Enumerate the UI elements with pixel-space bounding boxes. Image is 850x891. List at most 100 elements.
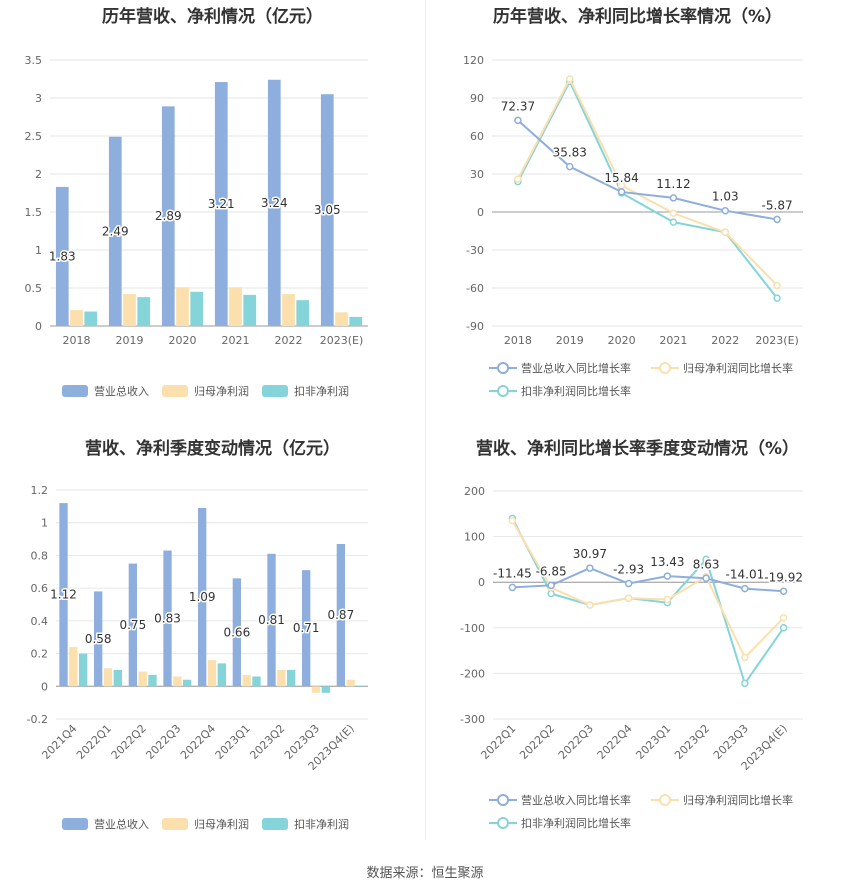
data-label: 2.49 (102, 224, 129, 238)
annual-revenue-profit-panel: 历年营收、净利情况（亿元） 0 0.5 1 1.5 2 2.5 3 3.5 2018 2019 20… (0, 0, 425, 420)
data-label: 13.43 (650, 555, 684, 569)
legend-item-deducted-profit[interactable]: 扣非净利润 (262, 383, 349, 399)
x-tick-label: 2022 (711, 334, 739, 347)
legend-swatch (489, 794, 517, 806)
x-tick-label: 2023Q2 (672, 722, 712, 762)
x-tick-label: 2022Q2 (517, 722, 557, 762)
data-point (514, 175, 522, 183)
x-tick-label: 2022Q3 (556, 722, 596, 762)
data-point (617, 188, 626, 196)
legend-label: 营业总收入 (94, 818, 149, 831)
legend-item-net-growth[interactable]: 归母净利润同比增长率 (651, 360, 793, 376)
data-label: 35.83 (553, 146, 587, 160)
legend-item-revenue-growth[interactable]: 营业总收入同比增长率 (489, 792, 631, 808)
legend-swatch (162, 385, 188, 397)
bar (176, 287, 189, 326)
y-tick-label: -300 (460, 713, 485, 726)
legend-label: 营业总收入 (94, 385, 149, 398)
legend-swatch (162, 818, 188, 830)
y-tick-label: 60 (470, 130, 484, 143)
y-tick-label: 30 (470, 168, 484, 181)
legend-item-net-growth[interactable]: 归母净利润同比增长率 (651, 792, 793, 808)
x-tick-label: 2022Q1 (478, 722, 518, 762)
legend-item-deducted-growth[interactable]: 扣非净利润同比增长率 (489, 815, 631, 831)
x-tick-label: 2023Q1 (213, 722, 253, 762)
bar (349, 316, 363, 326)
data-source: 数据来源：恒生聚源 (366, 866, 484, 881)
y-tick-label: 2 (35, 168, 42, 181)
bar (78, 653, 88, 687)
legend-item-net-profit[interactable]: 归母净利润 (162, 383, 249, 399)
legend-label: 归母净利润 (194, 818, 249, 831)
legend-label: 扣非净利润同比增长率 (521, 385, 631, 398)
bar (311, 686, 321, 693)
data-point (721, 228, 729, 237)
legend-swatch (489, 362, 517, 374)
bar (217, 663, 226, 687)
x-tick-label: 2022Q4 (595, 722, 635, 762)
bar (161, 106, 175, 326)
data-label: 1.09 (189, 590, 216, 604)
data-point (741, 584, 749, 593)
data-label: 15.84 (604, 171, 638, 185)
data-point (624, 594, 633, 602)
data-point (547, 581, 555, 590)
bar (84, 311, 98, 326)
data-label: 1.12 (50, 588, 77, 602)
y-tick-label: 1 (41, 517, 48, 530)
bar (128, 563, 138, 687)
data-point (663, 572, 672, 580)
bar (190, 291, 204, 326)
bar (267, 553, 276, 687)
data-point (741, 653, 749, 662)
legend-swatch (62, 818, 88, 830)
data-point (624, 579, 633, 588)
x-tick-label: 2018 (63, 334, 91, 347)
bar (113, 669, 122, 687)
series-line (517, 119, 778, 221)
y-tick-label: 0 (477, 206, 484, 219)
legend-item-deducted-profit[interactable]: 扣非净利润 (262, 816, 349, 832)
x-tick-label: 2022Q2 (109, 722, 149, 762)
data-label: 3.05 (314, 203, 341, 217)
data-label: 0.83 (154, 611, 181, 625)
y-tick-label: 0 (41, 680, 48, 693)
legend-swatch (489, 817, 517, 829)
data-point (702, 555, 710, 564)
data-point (669, 218, 678, 226)
legend-label: 扣非净利润同比增长率 (521, 817, 631, 830)
data-label: 0.66 (223, 625, 250, 639)
legend-item-deducted-growth[interactable]: 扣非净利润同比增长率 (489, 383, 631, 399)
legend-item-revenue[interactable]: 营业总收入 (62, 816, 149, 832)
legend-item-revenue-growth[interactable]: 营业总收入同比增长率 (489, 360, 631, 376)
bar (286, 669, 296, 687)
bar (302, 570, 311, 687)
bar (198, 507, 207, 687)
data-label: -6.85 (536, 564, 567, 578)
x-tick-label: 2020 (169, 334, 197, 347)
chart-title: 历年营收、净利情况（亿元） (102, 7, 323, 27)
data-label: 2.89 (155, 209, 182, 223)
bar (321, 686, 330, 693)
bar (214, 82, 228, 326)
x-tick-label: 2021Q4 (39, 722, 79, 762)
data-label: -14.01 (726, 568, 765, 582)
y-tick-label: 1 (35, 244, 42, 257)
y-tick-label: 0 (35, 320, 42, 333)
bar (163, 550, 172, 687)
legend-swatch (62, 385, 88, 397)
legend-item-net-profit[interactable]: 归母净利润 (162, 816, 249, 832)
series-line (511, 520, 785, 660)
x-tick-label: 2020 (608, 334, 636, 347)
x-tick-label: 2023Q3 (711, 722, 751, 762)
legend-item-revenue[interactable]: 营业总收入 (62, 383, 149, 399)
y-tick-label: 1.2 (31, 484, 49, 497)
series-line (517, 76, 778, 287)
y-tick-label: 3 (35, 92, 42, 105)
y-tick-label: 120 (463, 54, 484, 67)
data-label: 3.21 (208, 197, 235, 211)
legend-swatch (489, 385, 517, 397)
bar (59, 503, 68, 687)
x-tick-label: 2022Q1 (74, 722, 114, 762)
legend-swatch (262, 385, 288, 397)
